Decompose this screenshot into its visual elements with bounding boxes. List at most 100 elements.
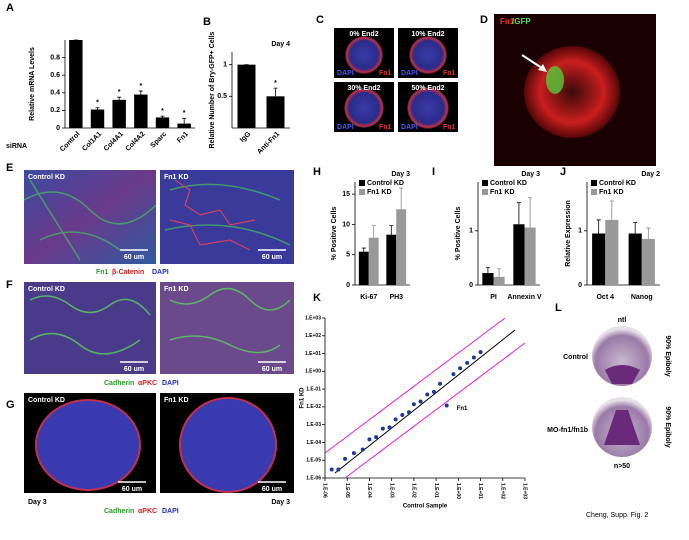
bar bbox=[177, 123, 191, 128]
y-tick-label: 1 bbox=[223, 62, 227, 69]
day-label: Day 3 bbox=[28, 499, 47, 506]
panel-letters: A B C D E F G H I J K L bbox=[6, 2, 566, 411]
x-axis-label: Control Sample bbox=[403, 504, 448, 510]
x-tick-label: IgG bbox=[239, 130, 253, 144]
bar bbox=[90, 109, 105, 128]
stain-label: DAPI bbox=[401, 70, 418, 77]
chart-title: Day 3 bbox=[521, 171, 540, 178]
stain-label: DAPI bbox=[152, 269, 169, 276]
stain-label: Fn1 bbox=[443, 70, 456, 77]
staining bbox=[605, 365, 640, 384]
point bbox=[351, 451, 356, 456]
point bbox=[458, 366, 463, 371]
cell bbox=[345, 36, 383, 74]
condition-label: 50% End2 bbox=[411, 85, 444, 92]
threshold-line bbox=[344, 342, 526, 479]
x-tick-label: Col4A1 bbox=[103, 131, 125, 153]
stain-label: Fn1 bbox=[96, 269, 109, 276]
x-tick-label: PH3 bbox=[389, 294, 403, 301]
panel-letter: E bbox=[6, 162, 13, 174]
stage-label: 90% Epiboly bbox=[664, 406, 671, 447]
y-axis-label: % Positive Cells bbox=[455, 207, 462, 261]
error-bar bbox=[399, 187, 404, 210]
error-bar bbox=[361, 247, 366, 252]
panel-letter: K bbox=[313, 292, 321, 304]
stain-label: β-Catenin bbox=[112, 269, 144, 276]
y-tick-label: 10 bbox=[342, 221, 350, 228]
bar bbox=[237, 64, 256, 128]
error-bar bbox=[633, 222, 638, 234]
error-bar bbox=[138, 90, 143, 95]
bar bbox=[524, 227, 536, 285]
y-tick-label: 1.E-01 bbox=[306, 386, 321, 392]
panel-letter: I bbox=[432, 166, 435, 178]
y-tick-label: 1 bbox=[578, 228, 582, 235]
bar bbox=[155, 117, 170, 128]
error-bar bbox=[528, 197, 533, 228]
point bbox=[380, 426, 385, 431]
y-tick-label: 0.8 bbox=[50, 54, 60, 61]
error-bar bbox=[160, 115, 165, 118]
significance: * bbox=[139, 83, 142, 90]
legend-swatch bbox=[482, 180, 488, 186]
point bbox=[451, 372, 456, 377]
staining bbox=[604, 410, 640, 445]
legend-swatch bbox=[482, 189, 488, 195]
bar bbox=[358, 251, 369, 285]
embryoid-body bbox=[179, 397, 277, 493]
cell bbox=[524, 46, 620, 138]
x-tick-label: Oct 4 bbox=[596, 294, 614, 301]
panel-letter: B bbox=[203, 16, 211, 28]
y-tick-label: 0.6 bbox=[50, 72, 60, 79]
y-tick-label: 0 bbox=[578, 282, 582, 289]
point bbox=[336, 467, 341, 472]
point bbox=[387, 425, 392, 430]
x-tick-label: Control bbox=[59, 131, 82, 154]
x-tick-label: 1.E-03 bbox=[388, 483, 394, 498]
panel-c: 0% End2 10% End2 30% End2 50% End2 DAPI … bbox=[334, 28, 458, 132]
point bbox=[444, 403, 449, 408]
y-tick-label: 15 bbox=[342, 191, 350, 198]
error-bar bbox=[182, 117, 187, 124]
bar bbox=[396, 209, 407, 285]
chart-title: Day 3 bbox=[391, 171, 410, 178]
image bbox=[160, 282, 294, 374]
y-tick-label: 0.2 bbox=[50, 107, 60, 114]
texture bbox=[23, 179, 291, 261]
panel-f: Control KD Fn1 KD 60 um 60 um Cadherin α… bbox=[24, 282, 294, 387]
y-tick-label: 1.E+00 bbox=[305, 369, 321, 375]
stain-label: αPKC bbox=[138, 508, 157, 515]
y-axis-label: Relative mRNA Levels bbox=[29, 47, 36, 121]
x-tick-label: 1.E-02 bbox=[411, 483, 417, 498]
panel-g: Control KD Fn1 KD 60 um 60 um Day 3 Day … bbox=[24, 393, 294, 515]
significance: * bbox=[274, 80, 277, 87]
bar bbox=[493, 276, 505, 285]
stain-label: Cadherin bbox=[104, 380, 134, 387]
error-bar bbox=[646, 227, 651, 239]
point bbox=[478, 350, 483, 355]
embryoid-body bbox=[35, 399, 141, 491]
texture bbox=[29, 287, 291, 355]
x-tick-label: Annexin V bbox=[507, 294, 542, 301]
scale-label: 60 um bbox=[122, 486, 142, 493]
panel-letter: F bbox=[6, 279, 13, 291]
y-tick-label: 1.E+01 bbox=[305, 351, 321, 357]
bar bbox=[605, 219, 619, 285]
y-tick-label: 0.5 bbox=[217, 93, 227, 100]
panel-letter: A bbox=[6, 2, 14, 14]
point bbox=[406, 410, 411, 415]
error-bar bbox=[273, 87, 278, 97]
x-tick-label: 1.E-01 bbox=[433, 483, 439, 498]
gene-label: ntl bbox=[618, 317, 627, 324]
y-tick-label: 0 bbox=[56, 125, 60, 132]
stain-label: DAPI bbox=[337, 70, 354, 77]
stage-label: 90% Epiboly bbox=[664, 335, 671, 376]
image bbox=[24, 170, 156, 264]
day-label: Day 3 bbox=[271, 499, 290, 506]
point bbox=[343, 456, 348, 461]
y-axis-label: Relative Expression bbox=[565, 200, 572, 267]
stain-label: Cadherin bbox=[104, 508, 134, 515]
x-tick-label: Ki-67 bbox=[360, 294, 377, 301]
y-tick-label: 1.E-06 bbox=[306, 475, 321, 481]
